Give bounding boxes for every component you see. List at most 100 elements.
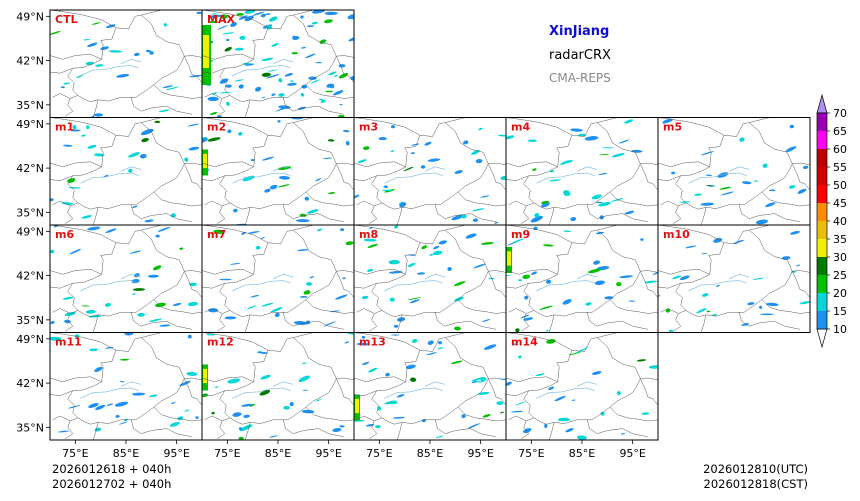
- echo-cell: [616, 282, 622, 287]
- echo-cell: [132, 205, 138, 208]
- echo-cell: [472, 218, 479, 222]
- boundary-line: [67, 56, 185, 102]
- echo-cell: [535, 373, 545, 377]
- echo-cell: [511, 343, 519, 346]
- boundary-line: [153, 406, 202, 422]
- echo-cell: [696, 308, 707, 314]
- echo-cell: [224, 316, 237, 320]
- lon-label: 85°E: [417, 447, 443, 460]
- echo-cell: [208, 21, 219, 23]
- echo-cell: [271, 93, 276, 96]
- echo-cell: [461, 214, 467, 219]
- echo-cell: [89, 348, 98, 352]
- echo-cell: [741, 323, 750, 326]
- boundary-line: [609, 299, 658, 314]
- colorbar-segment: [817, 311, 827, 329]
- echo-cell: [802, 165, 809, 170]
- echo-cell: [72, 125, 77, 130]
- lat-label: 42°N: [16, 377, 44, 390]
- echo-cell: [796, 264, 801, 267]
- echo-cell: [752, 277, 765, 280]
- echo-cell: [211, 411, 215, 415]
- echo-cell: [354, 194, 360, 200]
- echo-cell: [482, 319, 491, 322]
- boundary-line: [506, 376, 558, 383]
- map-panel: m6: [49, 224, 203, 333]
- echo-cell: [480, 195, 490, 198]
- boundary-line: [92, 314, 99, 333]
- echo-cell: [315, 178, 322, 182]
- echo-cell: [665, 308, 671, 313]
- echo-cell: [63, 82, 70, 85]
- echo-cell: [741, 181, 752, 185]
- boundary-line: [305, 191, 354, 207]
- echo-cell: [57, 430, 70, 433]
- echo-cell: [265, 13, 271, 15]
- echo-cell: [345, 141, 350, 146]
- boundary-line: [244, 99, 251, 118]
- echo-cell: [363, 146, 370, 150]
- echo-cell: [465, 233, 477, 239]
- echo-cell: [388, 259, 400, 265]
- echo-cell: [278, 105, 291, 109]
- boundary-line: [508, 308, 534, 314]
- river-line: [576, 166, 598, 172]
- boundary-line: [609, 406, 658, 422]
- boundary-line: [371, 163, 489, 210]
- boundary-line: [523, 337, 641, 400]
- echo-cell: [87, 144, 97, 149]
- echo-cell: [131, 278, 140, 284]
- echo-cell: [576, 435, 587, 440]
- panel-background: [354, 117, 506, 225]
- echo-cell: [454, 170, 463, 174]
- panel-background: [506, 117, 658, 225]
- echo-cell: [118, 421, 128, 425]
- boundary-line: [141, 117, 162, 123]
- echo-cell: [153, 265, 162, 271]
- lat-label: 42°N: [16, 270, 44, 283]
- echo-cell: [64, 319, 71, 324]
- echo-cell: [507, 251, 511, 266]
- echo-cell: [238, 15, 248, 20]
- boundary-line: [52, 415, 78, 422]
- map-panel: m4: [505, 117, 659, 226]
- map-panel: m10: [657, 224, 811, 333]
- echo-cell: [563, 191, 571, 196]
- boundary-line: [597, 117, 618, 123]
- echo-cell: [619, 275, 634, 279]
- panel-label: CTL: [55, 13, 78, 26]
- echo-cell: [515, 328, 520, 333]
- boundary-line: [658, 225, 725, 243]
- echo-cell: [255, 86, 262, 92]
- echo-cell: [303, 290, 311, 295]
- echo-cell: [512, 238, 525, 243]
- river-line: [688, 172, 747, 184]
- echo-cell: [399, 202, 407, 208]
- echo-cell: [219, 91, 232, 94]
- title-variable: radarCRX: [549, 48, 611, 63]
- echo-cell: [207, 137, 221, 142]
- colorbar-label: 30: [833, 251, 847, 264]
- lat-label: 35°N: [16, 206, 44, 219]
- boundary-line: [371, 378, 489, 425]
- river-line: [384, 280, 443, 292]
- echo-cell: [433, 245, 440, 250]
- echo-cell: [765, 202, 776, 207]
- echo-cell: [432, 250, 443, 256]
- boundary-line: [293, 225, 314, 231]
- boundary-line: [202, 390, 225, 396]
- echo-cell: [325, 90, 334, 93]
- echo-cell: [549, 179, 562, 182]
- echo-cell: [496, 401, 504, 406]
- echo-cell: [103, 174, 109, 178]
- echo-cell: [541, 201, 550, 208]
- boundary-line: [202, 332, 269, 351]
- echo-cell: [53, 225, 59, 228]
- echo-cell: [620, 432, 626, 435]
- echo-cell: [132, 288, 146, 291]
- echo-cell: [410, 152, 415, 154]
- echo-cell: [246, 305, 257, 310]
- panel-label: m13: [359, 336, 386, 349]
- colorbar-label: 60: [833, 143, 847, 156]
